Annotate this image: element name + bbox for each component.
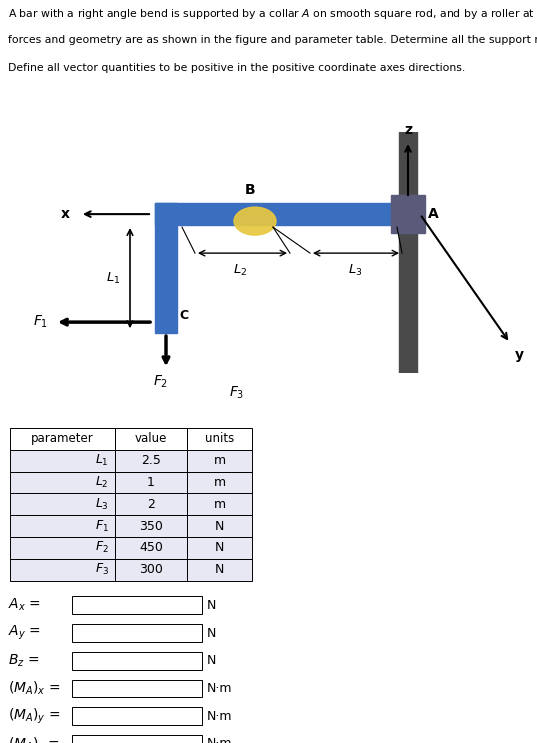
Text: B: B bbox=[245, 183, 255, 197]
Bar bbox=[115, 450, 187, 472]
Text: $\mathit{L_3}$: $\mathit{L_3}$ bbox=[95, 497, 109, 512]
Text: z: z bbox=[404, 123, 412, 137]
Bar bbox=[10, 428, 115, 450]
Bar bbox=[72, 707, 202, 725]
Text: C: C bbox=[179, 308, 188, 322]
Text: 450: 450 bbox=[139, 542, 163, 554]
Text: 1: 1 bbox=[147, 476, 155, 489]
Bar bbox=[10, 472, 115, 493]
Text: 2: 2 bbox=[147, 498, 155, 510]
Text: 300: 300 bbox=[139, 563, 163, 576]
Text: $(M_A)_x$ =: $(M_A)_x$ = bbox=[8, 680, 61, 697]
Bar bbox=[115, 472, 187, 493]
Text: $\mathit{L_1}$: $\mathit{L_1}$ bbox=[95, 453, 109, 468]
Text: N: N bbox=[207, 599, 216, 611]
Text: $L_3$: $L_3$ bbox=[348, 263, 362, 278]
Text: parameter: parameter bbox=[31, 432, 94, 445]
Text: A bar with a right angle bend is supported by a collar $A$ on smooth square rod,: A bar with a right angle bend is support… bbox=[8, 7, 537, 21]
Text: $F_1$: $F_1$ bbox=[33, 314, 48, 331]
Text: $A_y$ =: $A_y$ = bbox=[8, 624, 41, 642]
Bar bbox=[187, 493, 252, 515]
Bar bbox=[187, 559, 252, 580]
Bar bbox=[187, 428, 252, 450]
Text: $\mathit{F_3}$: $\mathit{F_3}$ bbox=[95, 562, 109, 577]
Text: $\mathit{F_2}$: $\mathit{F_2}$ bbox=[95, 540, 109, 555]
Text: y: y bbox=[515, 348, 524, 362]
Bar bbox=[72, 652, 202, 669]
Text: units: units bbox=[205, 432, 234, 445]
Text: x: x bbox=[61, 207, 70, 221]
Text: N: N bbox=[207, 655, 216, 667]
Text: $\mathit{L_2}$: $\mathit{L_2}$ bbox=[96, 475, 109, 490]
Bar bbox=[72, 735, 202, 743]
Bar bbox=[187, 472, 252, 493]
Bar bbox=[10, 559, 115, 580]
Text: N·m: N·m bbox=[207, 738, 233, 743]
Text: 2.5: 2.5 bbox=[141, 454, 161, 467]
Bar bbox=[187, 515, 252, 537]
Bar bbox=[72, 680, 202, 698]
Text: $F_3$: $F_3$ bbox=[229, 384, 244, 400]
Text: $B_z$ =: $B_z$ = bbox=[8, 652, 40, 669]
Text: A: A bbox=[428, 207, 439, 221]
Text: $L_1$: $L_1$ bbox=[106, 270, 120, 285]
Bar bbox=[115, 537, 187, 559]
Bar bbox=[399, 132, 417, 373]
Text: N: N bbox=[215, 542, 224, 554]
Text: 350: 350 bbox=[139, 519, 163, 533]
Bar bbox=[72, 597, 202, 614]
Text: m: m bbox=[213, 454, 226, 467]
Text: N·m: N·m bbox=[207, 710, 233, 723]
Text: N·m: N·m bbox=[207, 682, 233, 695]
Text: N: N bbox=[207, 626, 216, 640]
Text: Define all vector quantities to be positive in the positive coordinate axes dire: Define all vector quantities to be posit… bbox=[8, 63, 465, 74]
Text: $\mathit{F_1}$: $\mathit{F_1}$ bbox=[95, 519, 109, 533]
Text: m: m bbox=[213, 476, 226, 489]
Bar bbox=[115, 559, 187, 580]
Text: $A_x$ =: $A_x$ = bbox=[8, 597, 41, 614]
Bar bbox=[10, 450, 115, 472]
Bar bbox=[115, 493, 187, 515]
Text: forces and geometry are as shown in the figure and parameter table. Determine al: forces and geometry are as shown in the … bbox=[8, 35, 537, 45]
Bar bbox=[155, 203, 177, 333]
Bar bbox=[115, 515, 187, 537]
Text: $(M_A)_z$ =: $(M_A)_z$ = bbox=[8, 736, 60, 743]
Bar bbox=[155, 203, 415, 225]
Text: $F_2$: $F_2$ bbox=[154, 373, 169, 389]
Bar bbox=[10, 493, 115, 515]
Text: $L_2$: $L_2$ bbox=[233, 263, 247, 278]
Text: N: N bbox=[215, 519, 224, 533]
Bar bbox=[72, 624, 202, 642]
Bar bbox=[10, 537, 115, 559]
Text: N: N bbox=[215, 563, 224, 576]
Bar bbox=[187, 537, 252, 559]
Bar bbox=[115, 428, 187, 450]
Bar bbox=[187, 450, 252, 472]
Text: m: m bbox=[213, 498, 226, 510]
Text: $(M_A)_y$ =: $(M_A)_y$ = bbox=[8, 707, 61, 726]
Bar bbox=[10, 515, 115, 537]
Text: value: value bbox=[135, 432, 167, 445]
Bar bbox=[391, 195, 425, 233]
Ellipse shape bbox=[234, 207, 276, 235]
